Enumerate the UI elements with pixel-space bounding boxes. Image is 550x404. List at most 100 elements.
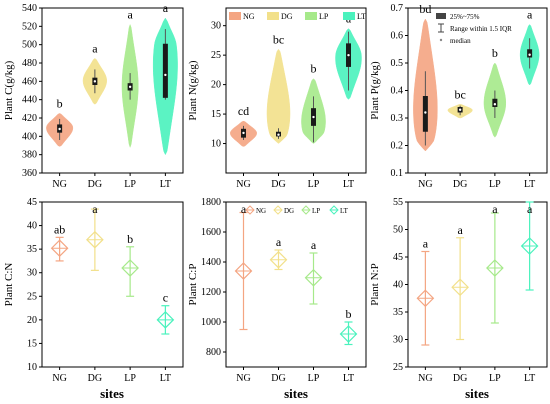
- x-tick-label: NG: [52, 179, 66, 190]
- legend-diamond-LP: [301, 205, 311, 215]
- median-dot-LP: [312, 115, 315, 119]
- significance-letter: a: [527, 202, 533, 216]
- significance-letter: a: [311, 238, 317, 252]
- y-tick-label: 1400: [201, 257, 221, 268]
- mean-diamond-DG: [451, 278, 469, 297]
- y-tick-label: 40: [27, 221, 37, 232]
- legend-label: DG: [284, 207, 294, 215]
- significance-letter: c: [163, 291, 168, 305]
- median-dot-DG: [277, 133, 280, 136]
- mean-diamond-NG: [416, 289, 435, 308]
- y-tick-label: 420: [22, 113, 37, 124]
- y-tick-label: 540: [22, 3, 37, 14]
- significance-letter: a: [423, 237, 429, 251]
- y-tick-label: 500: [22, 40, 37, 51]
- legend-label: LT: [340, 207, 349, 215]
- x-tick-label: LP: [124, 179, 136, 190]
- legend-diamond-NG: [245, 205, 255, 215]
- mean-diamond-NG: [234, 262, 253, 280]
- y-tick-label: 460: [22, 76, 37, 87]
- legend-label: LP: [319, 12, 329, 21]
- iqr-box-NG: [422, 96, 428, 132]
- y-tick-label: 55: [393, 197, 403, 208]
- y-tick-label: 0.7: [391, 3, 404, 14]
- iqr-box-LP: [492, 98, 498, 107]
- x-tick-label: LT: [343, 179, 354, 190]
- legend-violin: NG DG LP LT: [229, 12, 366, 21]
- y-tick-label: 1600: [201, 227, 221, 238]
- median-dot-NG: [58, 127, 61, 131]
- y-tick-label: 0.3: [391, 113, 404, 124]
- median-dot-DG: [93, 80, 97, 83]
- legend-label: LT: [357, 12, 366, 21]
- y-tick-label: 1000: [201, 317, 221, 328]
- mean-diamond-DG: [86, 230, 104, 249]
- median-dot-DG: [458, 108, 462, 111]
- x-tick-label: LT: [343, 373, 354, 384]
- mean-diamond-LT: [156, 311, 175, 329]
- significance-letter: a: [241, 202, 247, 216]
- mean-diamond-DG: [269, 250, 288, 269]
- mean-diamond-NG: [50, 239, 69, 258]
- y-tick-label: 400: [22, 131, 37, 142]
- significance-letter: a: [92, 41, 98, 55]
- y-tick-label: 35: [393, 307, 403, 318]
- x-tick-label: DG: [88, 373, 102, 384]
- x-axis-title: sites: [284, 386, 308, 401]
- legend-iqr-swatch: [436, 13, 446, 19]
- y-axis-label: Plant C:N: [3, 263, 15, 307]
- median-dot-LT: [528, 53, 531, 56]
- panel-5: 800 1000 1200 1400 1600 1800 NG DG LP LT Plant C:P…: [187, 197, 367, 384]
- y-tick-label: 10: [211, 139, 221, 150]
- significance-letter: a: [527, 8, 533, 22]
- y-tick-label: 45: [393, 252, 403, 263]
- y-axis-label: Plant C(g/kg): [3, 60, 15, 120]
- significance-letter: b: [57, 96, 63, 110]
- x-tick-label: NG: [52, 373, 66, 384]
- y-tick-label: 25: [27, 291, 37, 302]
- iqr-box-LT: [527, 49, 533, 58]
- legend-label: LP: [312, 207, 320, 215]
- y-tick-label: 15: [211, 109, 221, 120]
- panel-1: 360 380 400 420 440 460 480 500 520 540 NG DG LP LT Pl…: [3, 1, 184, 190]
- legend-swatch-DG: [267, 12, 279, 20]
- legend-swatch-NG: [229, 12, 241, 20]
- y-tick-label: 45: [27, 197, 37, 208]
- iqr-box-LT: [162, 43, 168, 98]
- y-tick-label: 1200: [201, 287, 221, 298]
- x-tick-label: LT: [160, 373, 171, 384]
- panel-3: 0.1 0.2 0.3 0.4 0.5 0.6 0.7 NG DG LP LT Plant P(g/k…: [369, 2, 548, 190]
- median-dot-LT: [347, 53, 350, 57]
- y-axis-label: Plant C:P: [187, 264, 199, 306]
- y-tick-label: 1800: [201, 197, 221, 208]
- mean-diamond-LT: [339, 325, 358, 343]
- x-tick-label: LT: [160, 179, 171, 190]
- y-axis-label: Plant N:P: [369, 263, 381, 305]
- plot-frame: [225, 201, 367, 368]
- y-tick-label: 30: [393, 335, 403, 346]
- plot-frame: [41, 201, 184, 368]
- x-tick-label: LP: [489, 373, 501, 384]
- x-tick-label: DG: [271, 373, 285, 384]
- y-axis-label: Plant P(g/kg): [369, 61, 381, 120]
- significance-letter: bc: [454, 87, 465, 101]
- x-tick-label: DG: [88, 179, 102, 190]
- y-tick-label: 35: [27, 244, 37, 255]
- mean-diamond-LP: [304, 268, 323, 287]
- mean-diamond-LP: [486, 259, 504, 277]
- x-tick-label: LP: [489, 179, 501, 190]
- x-tick-label: LP: [124, 373, 136, 384]
- significance-letter: a: [276, 235, 282, 249]
- legend-median-swatch: [439, 38, 443, 42]
- significance-letter: ab: [54, 222, 65, 236]
- significance-letter: b: [311, 62, 317, 76]
- plot-frame: [225, 7, 367, 174]
- median-dot-LP: [493, 103, 497, 106]
- legend-iqr-label: 25%~75%: [450, 13, 480, 21]
- legend-diamond: NG DG LP LT: [245, 205, 349, 215]
- legend-swatch-LP: [305, 12, 317, 20]
- x-axis-title: sites: [100, 386, 124, 401]
- y-tick-label: 30: [211, 21, 221, 32]
- panel-6: 25 30 35 40 45 50 55 NG DG LP LT Plant N:P a a a a: [369, 197, 548, 384]
